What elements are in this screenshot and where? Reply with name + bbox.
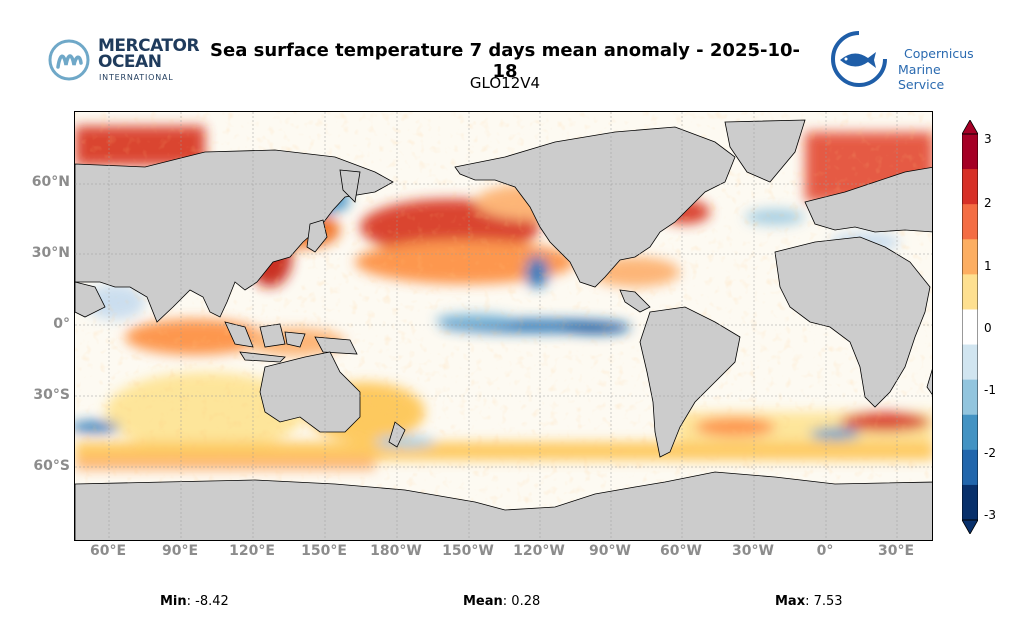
- stat-min: Min: -8.42: [160, 594, 229, 609]
- colorbar-step: [962, 484, 978, 521]
- colorbar-step: [962, 344, 978, 381]
- lon-label-30e: 30°E: [877, 543, 915, 559]
- mercator-ocean-icon: [48, 39, 90, 81]
- gridlines: [75, 112, 932, 540]
- stat-min-label: Min: [160, 594, 187, 609]
- lon-label-180w: 180°W: [370, 543, 422, 559]
- lat-label-0: 0°: [53, 316, 70, 332]
- copernicus-fish-icon: [831, 31, 887, 87]
- map-title: Sea surface temperature 7 days mean anom…: [210, 40, 800, 82]
- colorbar-step: [962, 134, 978, 170]
- colorbar-step: [962, 274, 978, 310]
- logo-word-mercator: MERCATOR: [98, 36, 200, 56]
- copernicus-logo: Copernicus Marine Service: [830, 30, 990, 92]
- colorbar-tick-3: 3: [984, 132, 992, 146]
- colorbar-tick-1: 1: [984, 259, 992, 273]
- lon-label-60w: 60°W: [660, 543, 702, 559]
- colorbar-tick-minus1: -1: [984, 383, 996, 397]
- lon-label-90w: 90°W: [589, 543, 631, 559]
- mercator-ocean-logo: MERCATOR OCEAN INTERNATIONAL: [48, 36, 200, 86]
- stat-min-value: : -8.42: [186, 594, 229, 609]
- lat-label-30n: 30°N: [31, 245, 70, 261]
- lon-label-150e: 150°E: [301, 543, 347, 559]
- colorbar-step: [962, 414, 978, 451]
- lon-label-30w: 30°W: [732, 543, 774, 559]
- stat-max-value: : 7.53: [805, 594, 843, 609]
- colorbar-step: [962, 379, 978, 416]
- stat-mean-label: Mean: [463, 594, 503, 609]
- colorbar-step: [962, 204, 978, 240]
- lat-label-60s: 60°S: [33, 458, 70, 474]
- colorbar-step: [962, 449, 978, 486]
- lon-label-0: 0°: [816, 543, 834, 559]
- logo-word-copernicus: Copernicus: [904, 46, 974, 61]
- land-masses: [75, 119, 932, 540]
- map-canvas: [75, 112, 932, 540]
- map-subtitle: GLO12V4: [469, 74, 541, 92]
- colorbar-step: [962, 309, 978, 346]
- stat-max-label: Max: [775, 594, 806, 609]
- logo-word-ocean: OCEAN: [98, 52, 162, 72]
- stat-max: Max: 7.53: [775, 594, 843, 609]
- colorbar-tick-minus2: -2: [984, 446, 996, 460]
- colorbar-step: [962, 239, 978, 275]
- lat-label-60n: 60°N: [31, 174, 70, 190]
- colorbar-step: [962, 169, 978, 205]
- logo-word-marine-service: Marine Service: [898, 62, 945, 92]
- logo-word-international: INTERNATIONAL: [99, 73, 174, 82]
- sst-anomaly-map: [74, 111, 933, 541]
- lon-label-120e: 120°E: [229, 543, 275, 559]
- colorbar-tick-2: 2: [984, 196, 992, 210]
- stat-mean: Mean: 0.28: [463, 594, 540, 609]
- lon-label-120w: 120°W: [513, 543, 565, 559]
- lon-label-60e: 60°E: [89, 543, 127, 559]
- lon-label-90e: 90°E: [161, 543, 199, 559]
- colorbar: [962, 120, 978, 534]
- lat-label-30s: 30°S: [33, 387, 70, 403]
- stat-mean-value: : 0.28: [502, 594, 541, 609]
- colorbar-tick-minus3: -3: [984, 508, 996, 522]
- colorbar-tick-0: 0: [984, 321, 992, 335]
- lon-label-150w: 150°W: [442, 543, 494, 559]
